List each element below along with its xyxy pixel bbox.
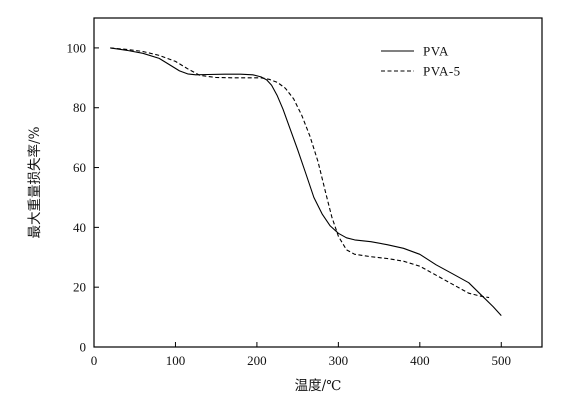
y-tick-label: 40 (73, 220, 86, 235)
plot-lines (110, 47, 502, 316)
y-tick-label: 80 (73, 100, 86, 115)
x-tick-label: 400 (410, 353, 430, 368)
series-line-pva-5 (110, 47, 490, 299)
y-tick-label: 100 (67, 40, 87, 55)
x-tick-label: 100 (166, 353, 186, 368)
x-axis-ticks: 0 100 200 300 400 500 (91, 342, 511, 368)
x-axis-title: 温度/℃ (295, 378, 342, 394)
legend: PVA PVA-5 (381, 44, 461, 79)
y-tick-label: 0 (80, 340, 87, 355)
y-axis-ticks: 0 20 40 60 80 100 (67, 40, 99, 355)
plot-frame (93, 17, 543, 348)
legend-label-pva: PVA (423, 44, 449, 59)
x-tick-label: 300 (329, 353, 349, 368)
y-axis-title: 最大重量损失率/% (26, 126, 43, 238)
y-tick-label: 20 (73, 280, 86, 295)
x-tick-label: 200 (247, 353, 267, 368)
y-tick-label: 60 (73, 160, 86, 175)
series-line-pva (110, 47, 502, 316)
x-tick-label: 500 (492, 353, 512, 368)
legend-label-pva-5: PVA-5 (423, 64, 461, 79)
x-tick-label: 0 (91, 353, 98, 368)
